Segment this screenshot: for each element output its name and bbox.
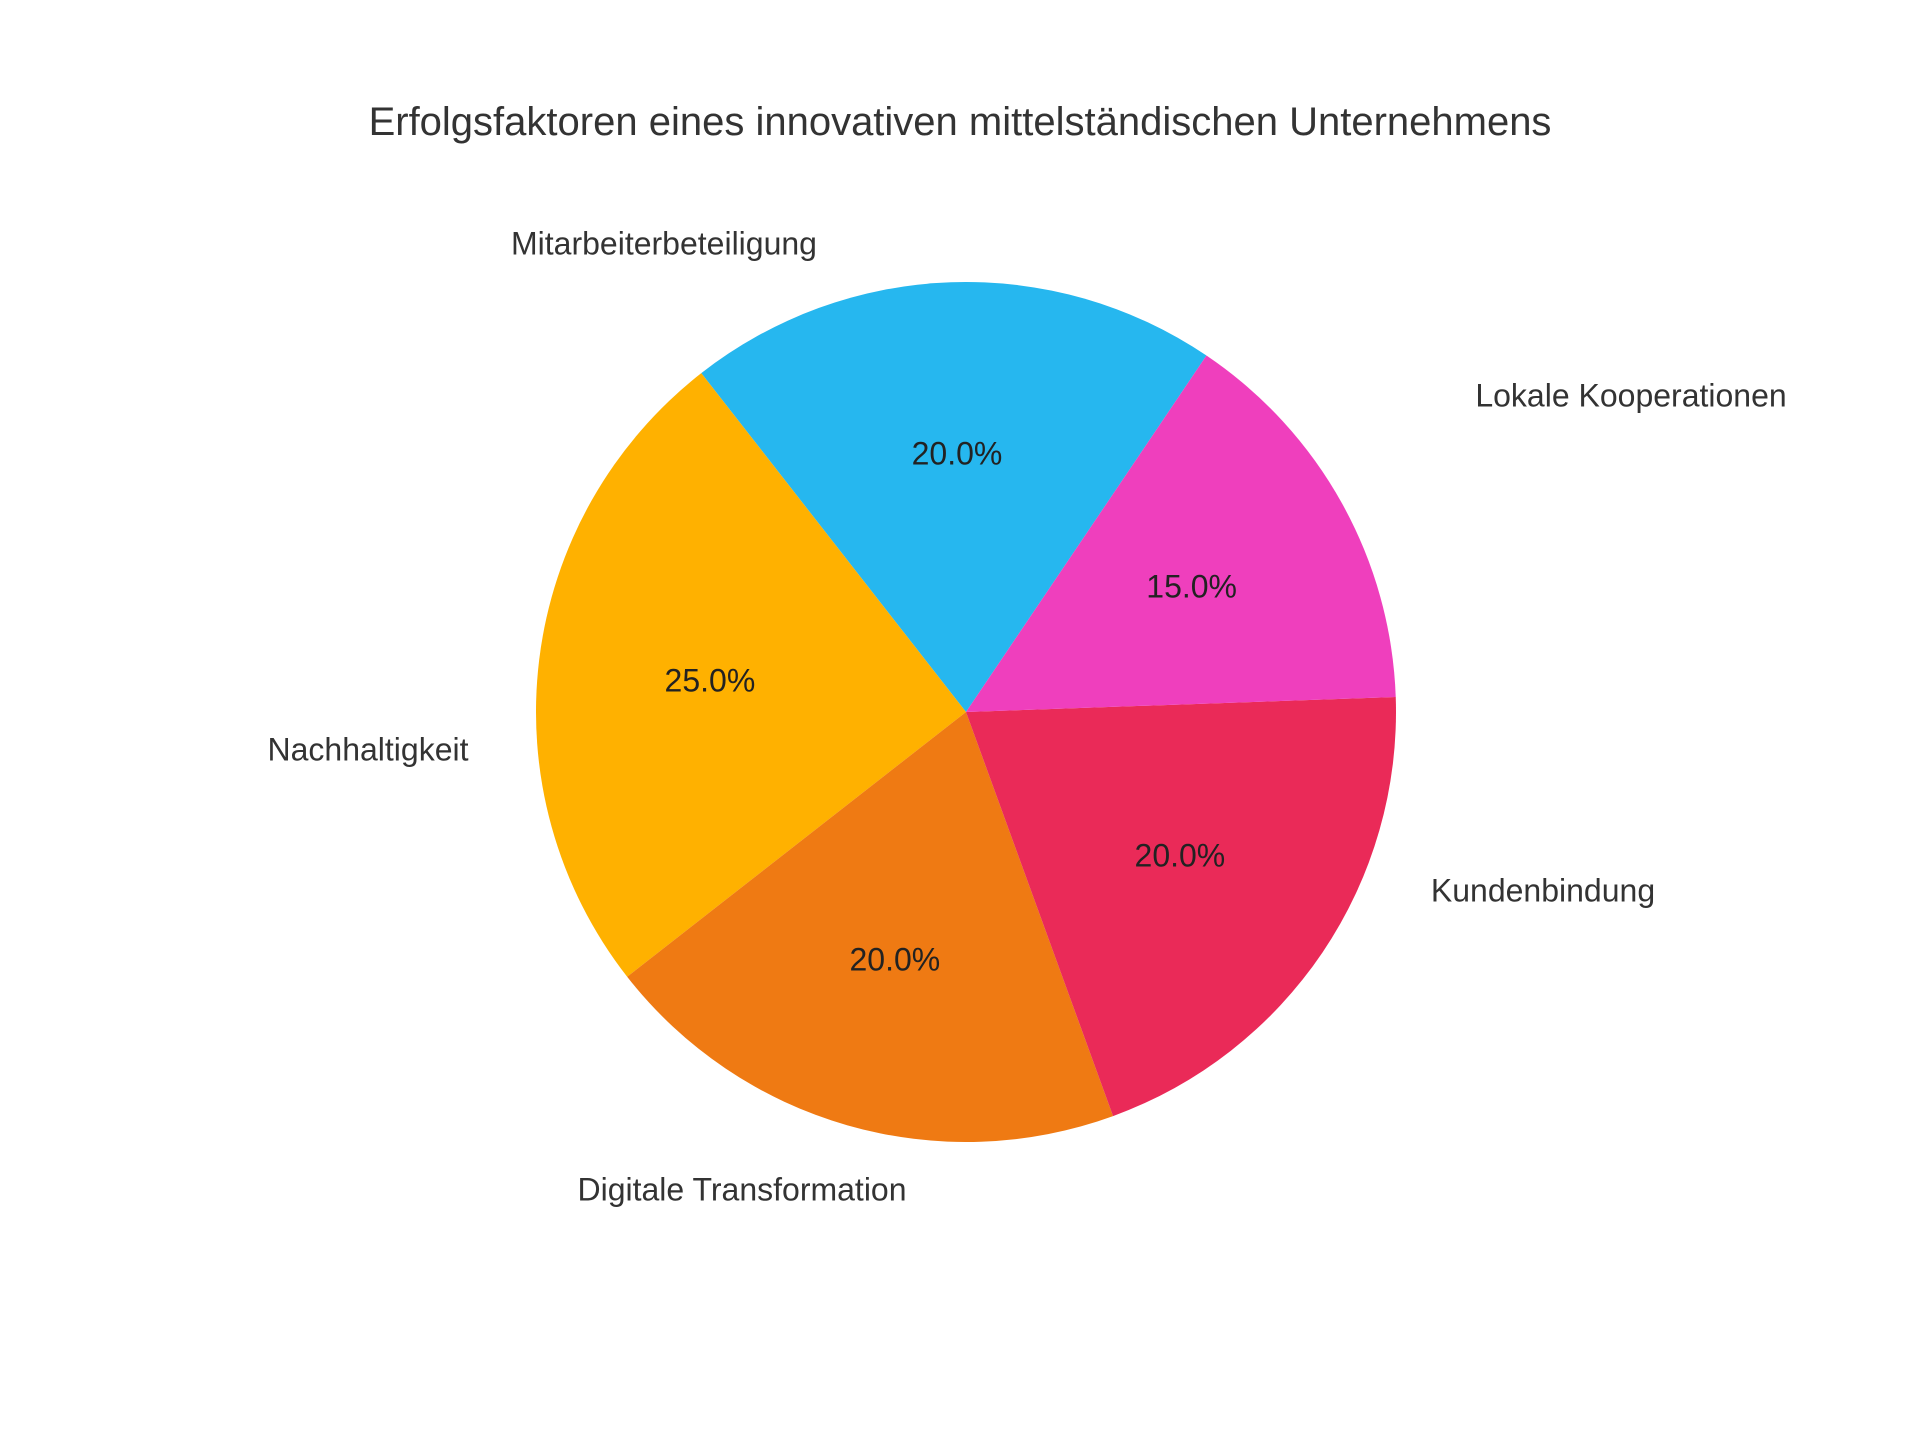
slice-percent: 15.0% (1146, 568, 1237, 605)
chart-title: Erfolgsfaktoren eines innovativen mittel… (0, 100, 1920, 145)
pie-chart-container: Erfolgsfaktoren eines innovativen mittel… (0, 0, 1920, 1440)
slice-percent: 20.0% (912, 436, 1003, 473)
pie-chart-svg (536, 282, 1396, 1142)
slice-label: Kundenbindung (1431, 873, 1655, 910)
slice-label: Digitale Transformation (577, 1172, 906, 1209)
slice-percent: 20.0% (1135, 838, 1226, 875)
slice-percent: 25.0% (665, 662, 756, 699)
slice-label: Mitarbeiterbeteiligung (511, 226, 817, 263)
slice-label: Nachhaltigkeit (268, 732, 469, 769)
slice-label: Lokale Kooperationen (1475, 378, 1786, 415)
slice-percent: 20.0% (850, 942, 941, 979)
